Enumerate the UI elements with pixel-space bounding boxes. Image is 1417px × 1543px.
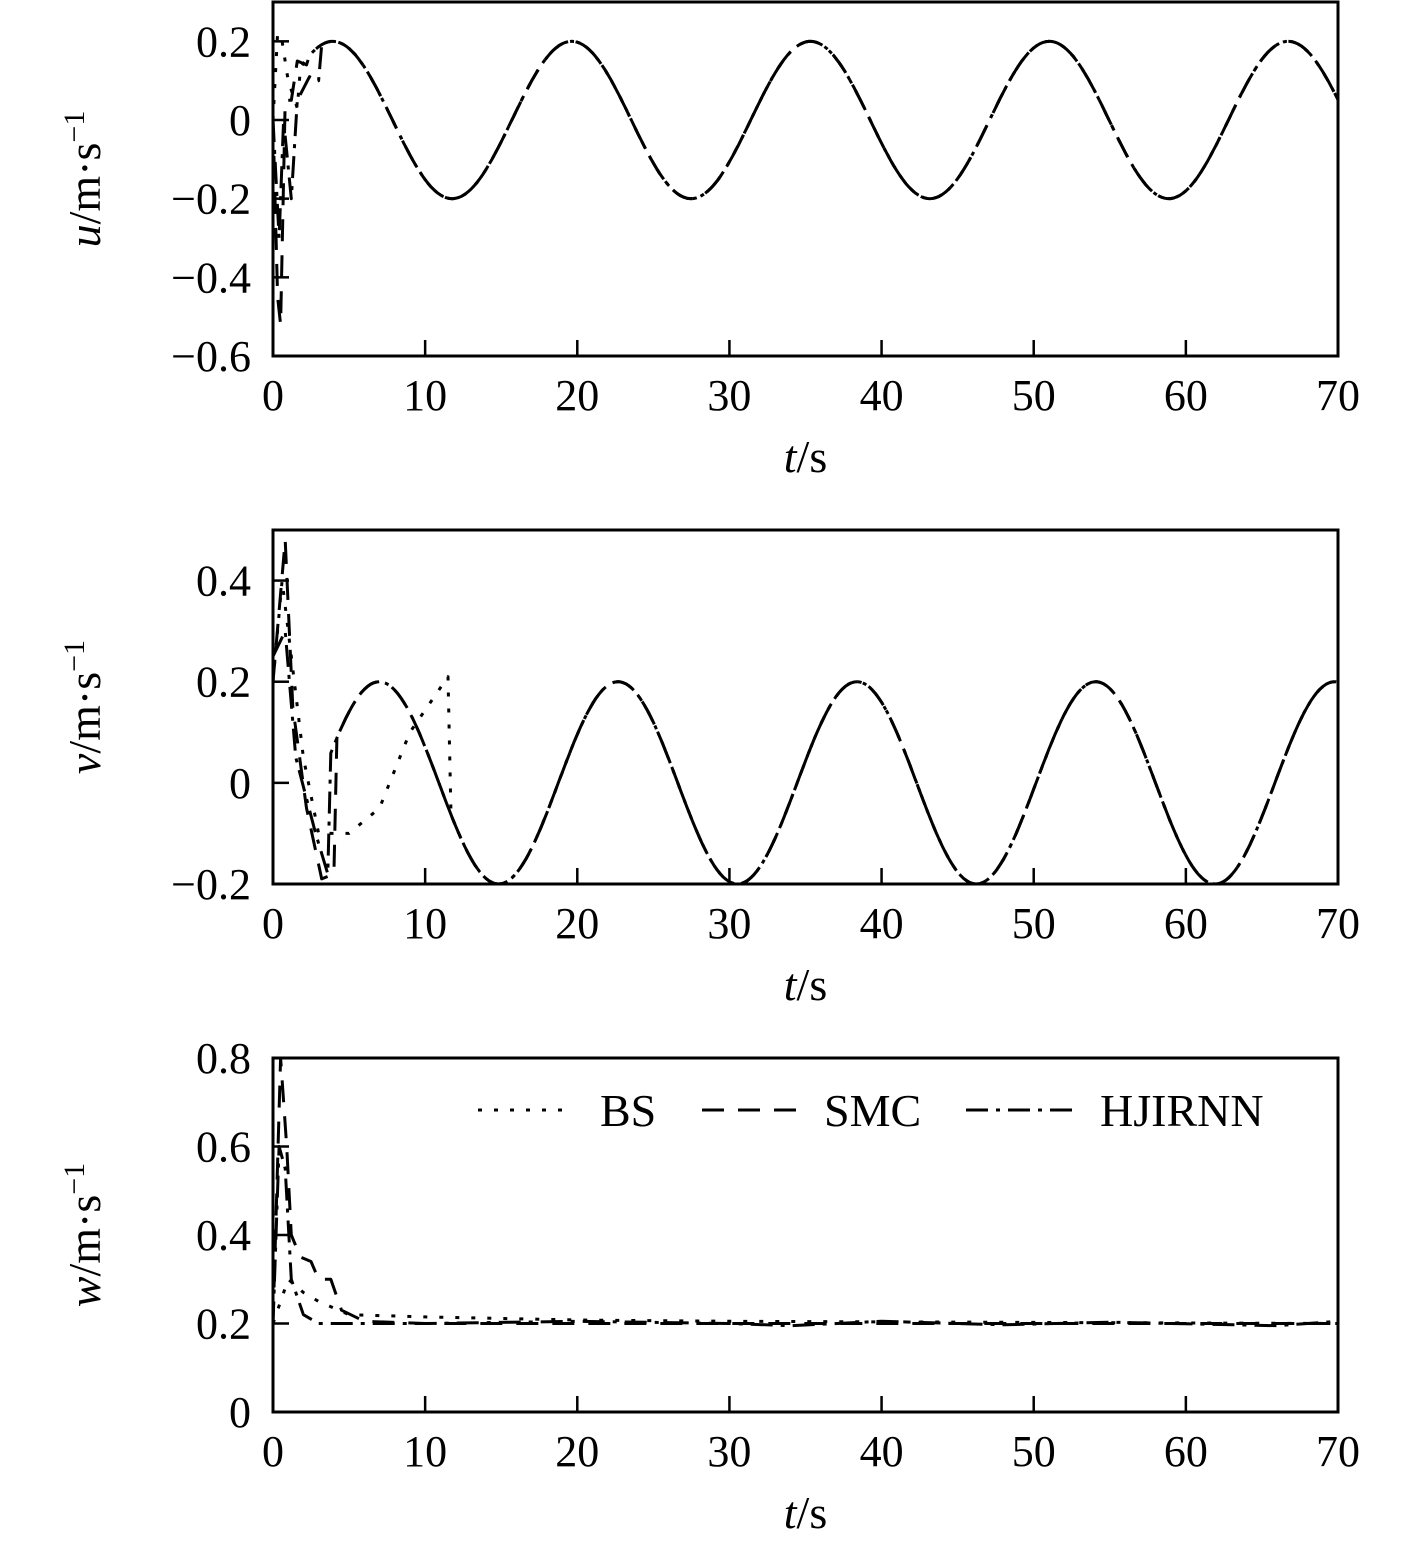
chart-panel-2: 0 10 20 30 40 50 60 70−0.200.20.4t/sv/m·s−1 <box>58 528 1360 1010</box>
series-group <box>273 32 1338 326</box>
series-bs-line <box>273 32 1338 201</box>
series-group <box>273 1058 1338 1328</box>
x-tick-label: 70 <box>1316 899 1360 948</box>
series-hjirnn-line <box>273 629 1338 884</box>
y-tick-label: 0.8 <box>196 1034 251 1083</box>
y-tick-label: 0.2 <box>196 658 251 707</box>
x-tick-label: 0 <box>262 371 284 420</box>
series-hjirnn-line <box>273 39 1338 240</box>
x-tick-label: 60 <box>1164 899 1208 948</box>
x-tick-label: 40 <box>860 1427 904 1476</box>
y-tick-label: 0.6 <box>196 1123 251 1172</box>
x-tick-label: 20 <box>555 371 599 420</box>
x-tick-label: 40 <box>860 371 904 420</box>
series-smc-line <box>273 1058 1338 1325</box>
y-tick-label: −0.2 <box>171 175 251 224</box>
y-tick-label: −0.6 <box>171 332 251 381</box>
y-axis-label: v/m·s−1 <box>58 640 111 774</box>
x-tick-label: 60 <box>1164 1427 1208 1476</box>
legend-label-hjirnn: HJIRNN <box>1100 1085 1264 1136</box>
y-tick-label: 0.4 <box>196 557 251 606</box>
x-tick-label: 10 <box>403 371 447 420</box>
x-tick-label: 30 <box>707 899 751 948</box>
y-tick-label: 0 <box>229 96 251 145</box>
x-tick-label: 10 <box>403 899 447 948</box>
x-axis-label: t/s <box>784 1487 827 1538</box>
series-group <box>273 538 1338 884</box>
chart-panel-3: 0 10 20 30 40 50 60 70 0 0.2 0.4 0.6 0.8 t/s w/m·s−1 BS… <box>58 1034 1361 1538</box>
series-bs-line <box>273 1277 1338 1325</box>
series-smc-line <box>273 538 1338 884</box>
legend: BS SMC HJIRNN <box>478 1085 1264 1136</box>
y-axis-label: w/m·s−1 <box>58 1163 111 1307</box>
x-tick-label: 30 <box>707 1427 751 1476</box>
x-axis-label: t/s <box>784 959 827 1010</box>
y-tick-label: 0 <box>229 1388 251 1437</box>
y-tick-label: 0.2 <box>196 1300 251 1349</box>
x-tick-label: 10 <box>403 1427 447 1476</box>
y-tick-label: −0.4 <box>171 253 251 302</box>
y-axis-label: u/m·s−1 <box>58 111 111 248</box>
x-tick-label: 0 <box>262 899 284 948</box>
plot-frame <box>271 528 1340 886</box>
y-tick-label: 0.4 <box>196 1211 251 1260</box>
x-tick-label: 50 <box>1012 371 1056 420</box>
x-tick-label: 40 <box>860 899 904 948</box>
x-tick-label: 50 <box>1012 1427 1056 1476</box>
legend-label-bs: BS <box>600 1085 656 1136</box>
x-tick-label: 70 <box>1316 1427 1360 1476</box>
x-tick-label: 30 <box>707 371 751 420</box>
plot-frame <box>271 0 1340 358</box>
x-axis-label: t/s <box>784 431 827 482</box>
x-tick-label: 0 <box>262 1427 284 1476</box>
chart-panel-1: 0 10 20 30 40 50 60 70 −0.6 −0.4 −0.2 0 0.2 t/s u/m·s−… <box>58 0 1360 482</box>
series-hjirnn-line <box>273 1145 1338 1328</box>
x-tick-label: 50 <box>1012 899 1056 948</box>
y-tick-label: −0.2 <box>171 860 251 909</box>
x-tick-label: 70 <box>1316 371 1360 420</box>
legend-label-smc: SMC <box>824 1085 921 1136</box>
x-tick-label: 60 <box>1164 371 1208 420</box>
series-smc-line <box>273 39 1338 326</box>
x-tick-label: 20 <box>555 1427 599 1476</box>
y-tick-label: 0.2 <box>196 17 251 66</box>
x-tick-label: 20 <box>555 899 599 948</box>
y-tick-label: 0 <box>229 759 251 808</box>
